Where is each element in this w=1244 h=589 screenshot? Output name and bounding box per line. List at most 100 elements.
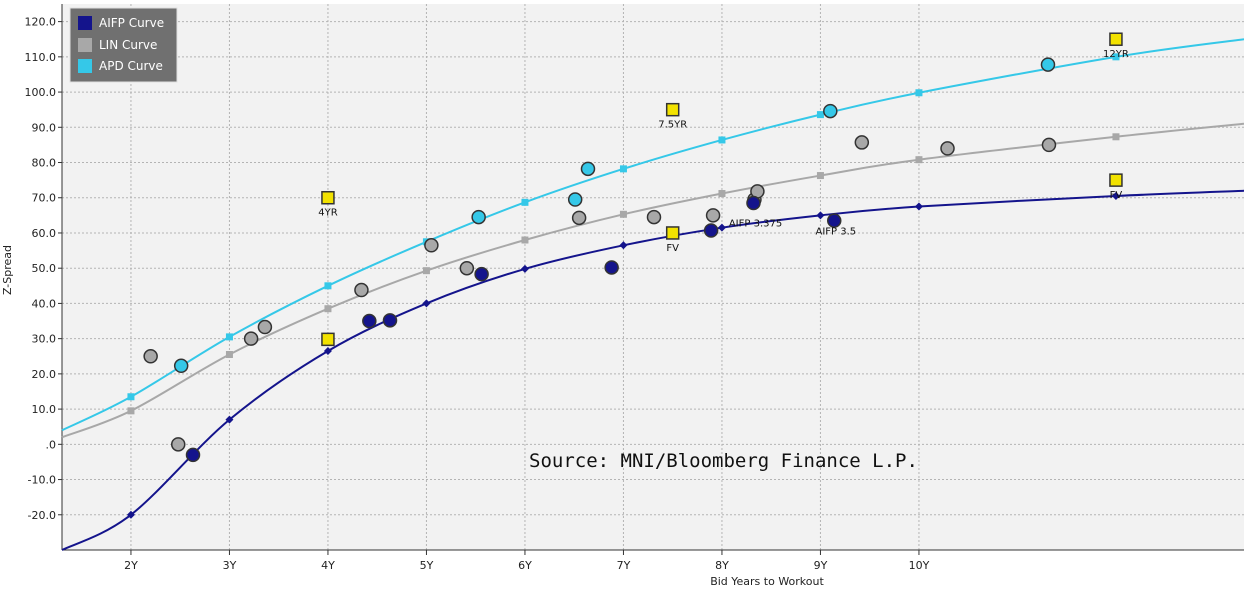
bond-point-lin bbox=[459, 260, 475, 276]
y-tick-label: 100.0 bbox=[25, 86, 57, 99]
aifp-curve-marker bbox=[619, 241, 628, 250]
x-tick-label: 5Y bbox=[420, 559, 434, 572]
aifp-curve-marker bbox=[1111, 191, 1120, 200]
legend-label-lin: LIN Curve bbox=[99, 38, 157, 52]
apd-curve-marker bbox=[225, 333, 233, 341]
bond-point-lin bbox=[243, 331, 259, 346]
aifp-curve-marker bbox=[717, 223, 726, 232]
bond-point-aifp bbox=[826, 213, 842, 228]
bond-point-apd bbox=[1040, 57, 1056, 72]
y-tick-label: -20.0 bbox=[28, 509, 56, 522]
y-tick-label: 70.0 bbox=[32, 192, 57, 205]
bond-point-aifp bbox=[703, 223, 719, 238]
y-tick-label: 120.0 bbox=[25, 16, 57, 29]
fair-value-square bbox=[321, 190, 335, 205]
bond-point-apd bbox=[173, 358, 189, 374]
y-tick-label: 30.0 bbox=[32, 333, 57, 346]
bond-point-lin bbox=[170, 437, 186, 452]
apd-curve-marker bbox=[521, 198, 529, 206]
aifp-curve-marker bbox=[520, 264, 529, 273]
aifp-curve-marker bbox=[422, 299, 431, 308]
bond-points bbox=[143, 57, 1057, 463]
fair-value-points: 4YR 7.5YR FV 12YR FV bbox=[318, 32, 1129, 347]
lin-curve-marker bbox=[718, 190, 726, 198]
axes: -20.0 -10.0 .0 10.0 20.0 30.0 40.0 50.0 60.0 70.0… bbox=[25, 4, 1244, 572]
bond-point-apd bbox=[823, 103, 838, 119]
bond-point-aifp bbox=[185, 447, 201, 463]
y-tick-label: 10.0 bbox=[32, 403, 57, 416]
bond-point-lin bbox=[424, 238, 439, 253]
curves bbox=[61, 38, 1244, 551]
legend-label-apd: APD Curve bbox=[99, 59, 163, 73]
legend-swatch-aifp bbox=[78, 16, 92, 30]
apd-curve-marker bbox=[718, 136, 726, 144]
bond-point-lin bbox=[1041, 137, 1057, 153]
x-tick-label: 6Y bbox=[518, 559, 532, 572]
lin-curve-marker bbox=[324, 305, 332, 313]
x-tick-label: 2Y bbox=[124, 559, 138, 572]
fair-value-label: FV bbox=[1110, 190, 1123, 201]
source-note: Source: MNI/Bloomberg Finance L.P. bbox=[529, 450, 918, 472]
legend-swatch-lin bbox=[78, 38, 92, 52]
bond-point-lin bbox=[940, 141, 955, 156]
bond-point-lin bbox=[571, 210, 587, 226]
legend-swatch-apd bbox=[78, 59, 92, 73]
fair-value-label: 12YR bbox=[1103, 49, 1129, 60]
aifp-curve-marker bbox=[225, 415, 234, 424]
y-tick-label: 60.0 bbox=[32, 227, 57, 240]
bond-annotation: AIFP 3.375 bbox=[729, 219, 782, 230]
x-axis-label: Bid Years to Workout bbox=[710, 575, 824, 588]
y-tick-label: 20.0 bbox=[32, 368, 57, 381]
fair-value-label: 7.5YR bbox=[658, 120, 687, 131]
fair-value-label: 4YR bbox=[318, 208, 337, 219]
legend: AIFP Curve LIN Curve APD Curve bbox=[69, 7, 178, 83]
y-tick-label: 110.0 bbox=[25, 51, 57, 64]
x-tick-label: 7Y bbox=[617, 559, 631, 572]
bond-point-aifp bbox=[604, 260, 619, 275]
bond-point-aifp bbox=[382, 313, 398, 328]
apd-curve-marker bbox=[1112, 53, 1120, 61]
bond-point-lin bbox=[646, 209, 662, 225]
bond-point-lin bbox=[354, 282, 369, 298]
y-tick-label: 80.0 bbox=[32, 157, 57, 170]
fair-value-square bbox=[665, 226, 680, 240]
lin-curve-marker bbox=[422, 267, 430, 275]
lin-curve-marker bbox=[915, 156, 923, 164]
bond-annotation: AIFP 3.5 bbox=[816, 227, 857, 238]
plot-area bbox=[62, 4, 1244, 550]
gridlines bbox=[62, 4, 1244, 550]
y-tick-label: 40.0 bbox=[32, 297, 57, 310]
y-tick-label: .0 bbox=[46, 438, 57, 451]
bond-point-apd bbox=[471, 209, 486, 225]
lin-curve-marker bbox=[1112, 133, 1120, 141]
legend-label-aifp: AIFP Curve bbox=[99, 16, 164, 30]
apd-curve-marker bbox=[324, 282, 332, 290]
annotations: AIFP 3.375 AIFP 3.5 bbox=[729, 219, 856, 238]
bond-point-apd bbox=[580, 161, 596, 177]
bond-point-lin bbox=[257, 319, 273, 335]
apd-curve-marker bbox=[619, 165, 627, 173]
apd-curve-marker bbox=[915, 89, 923, 97]
x-tick-label: 8Y bbox=[715, 559, 729, 572]
x-tick-label: 10Y bbox=[909, 559, 930, 572]
lin-curve-marker bbox=[619, 210, 627, 218]
lin-curve-marker bbox=[816, 172, 824, 180]
aifp-curve-marker bbox=[323, 346, 332, 355]
fair-value-square bbox=[665, 102, 680, 117]
fair-value-square bbox=[1109, 173, 1123, 187]
bond-point-aifp bbox=[362, 313, 377, 329]
apd-curve-marker bbox=[816, 111, 824, 119]
fair-value-square bbox=[321, 332, 335, 347]
lin-curve-marker bbox=[127, 407, 135, 415]
fair-value-square bbox=[1109, 32, 1123, 46]
lin-curve-marker bbox=[225, 350, 233, 358]
bond-point-lin bbox=[854, 135, 870, 150]
fair-value-label: FV bbox=[666, 243, 679, 254]
apd-curve-marker bbox=[127, 393, 135, 401]
aifp-curve-marker bbox=[816, 211, 825, 220]
bond-point-lin bbox=[705, 208, 721, 223]
bond-point-apd bbox=[567, 192, 583, 207]
bond-point-aifp bbox=[474, 266, 489, 282]
x-tick-label: 4Y bbox=[321, 559, 335, 572]
